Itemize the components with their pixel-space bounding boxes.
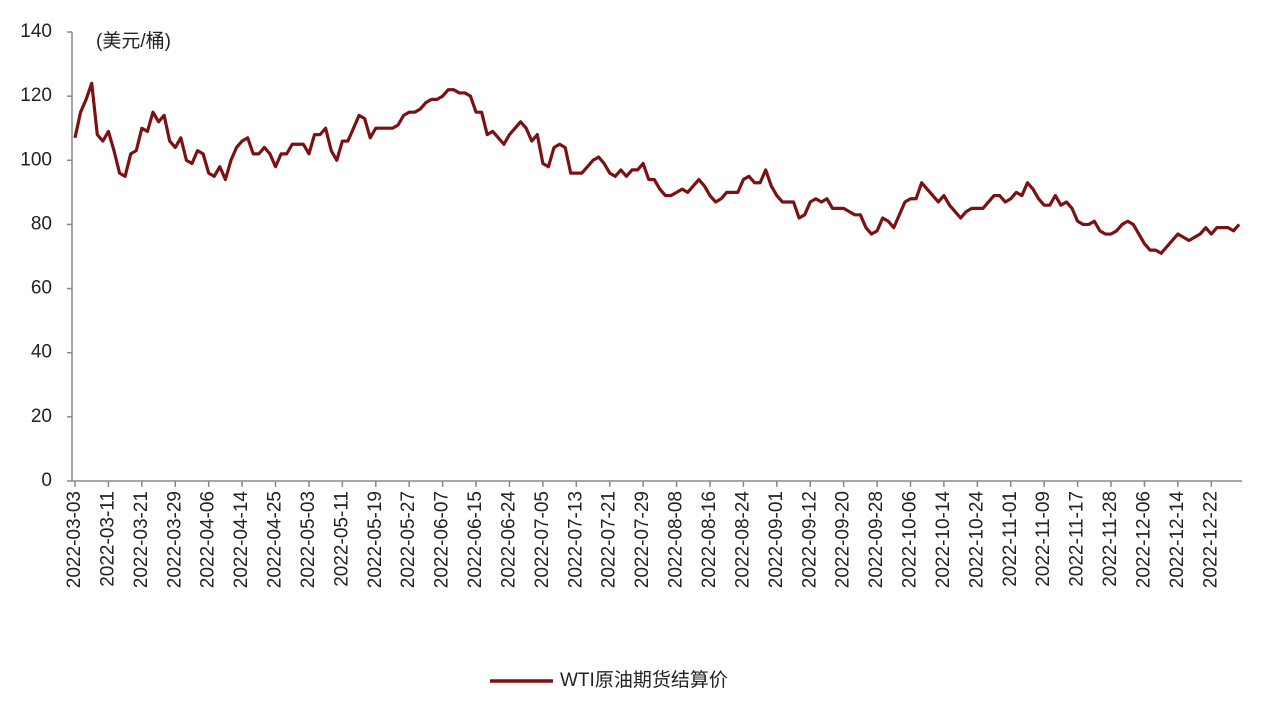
x-tick-label: 2022-11-28 xyxy=(1100,491,1121,587)
x-tick-label: 2022-07-29 xyxy=(632,491,653,588)
x-tick-label: 2022-09-20 xyxy=(833,491,854,588)
y-tick-label: 100 xyxy=(20,149,52,170)
x-tick-label: 2022-09-01 xyxy=(766,491,787,588)
x-tick-label: 2022-10-14 xyxy=(933,491,954,589)
y-tick-label: 120 xyxy=(20,85,52,106)
x-tick-label: 2022-06-15 xyxy=(465,491,486,588)
x-tick-label: 2022-11-01 xyxy=(1000,491,1021,587)
x-tick-label: 2022-10-24 xyxy=(966,491,987,589)
x-tick-label: 2022-11-09 xyxy=(1033,491,1054,587)
x-tick-label: 2022-03-11 xyxy=(97,491,118,587)
data-line xyxy=(73,81,1241,255)
unit-annotation: (美元/桶) xyxy=(96,30,171,52)
y-tick-label: 80 xyxy=(31,213,52,234)
y-tick-label: 140 xyxy=(20,21,52,42)
x-tick-label: 2022-12-14 xyxy=(1167,491,1188,589)
x-tick-label: 2022-10-06 xyxy=(900,491,921,588)
x-tick-label: 2022-09-12 xyxy=(799,491,820,588)
x-tick-label: 2022-07-21 xyxy=(599,491,620,588)
x-tick-label: 2022-11-17 xyxy=(1067,491,1088,587)
x-tick-label: 2022-07-13 xyxy=(565,491,586,588)
y-tick-label: 0 xyxy=(41,470,52,491)
x-tick-label: 2022-12-06 xyxy=(1133,491,1154,588)
legend-label: WTI原油期货结算价 xyxy=(560,669,728,691)
x-tick-label: 2022-03-29 xyxy=(164,491,185,588)
x-tick-label: 2022-04-25 xyxy=(265,491,286,588)
y-tick-label: 20 xyxy=(31,406,52,427)
x-tick-label: 2022-03-03 xyxy=(64,491,85,588)
x-tick-label: 2022-08-24 xyxy=(732,491,753,589)
y-tick-label: 40 xyxy=(31,342,52,363)
x-tick-label: 2022-07-05 xyxy=(532,491,553,588)
x-tick-label: 2022-08-08 xyxy=(666,491,687,588)
x-tick-label: 2022-05-19 xyxy=(365,491,386,588)
x-tick-label: 2022-06-07 xyxy=(432,491,453,588)
x-tick-label: 2022-03-21 xyxy=(131,491,152,588)
x-tick-label: 2022-09-28 xyxy=(866,491,887,588)
x-tick-label: 2022-05-03 xyxy=(298,491,319,588)
x-tick-label: 2022-05-27 xyxy=(398,491,419,588)
x-tick-label: 2022-05-11 xyxy=(331,491,352,587)
x-tick-label: 2022-12-22 xyxy=(1200,491,1221,588)
x-tick-label: 2022-04-14 xyxy=(231,491,252,589)
x-tick-label: 2022-04-06 xyxy=(198,491,219,588)
y-tick-label: 60 xyxy=(31,278,52,299)
x-tick-label: 2022-08-16 xyxy=(699,491,720,588)
x-tick-label: 2022-06-24 xyxy=(498,491,519,589)
